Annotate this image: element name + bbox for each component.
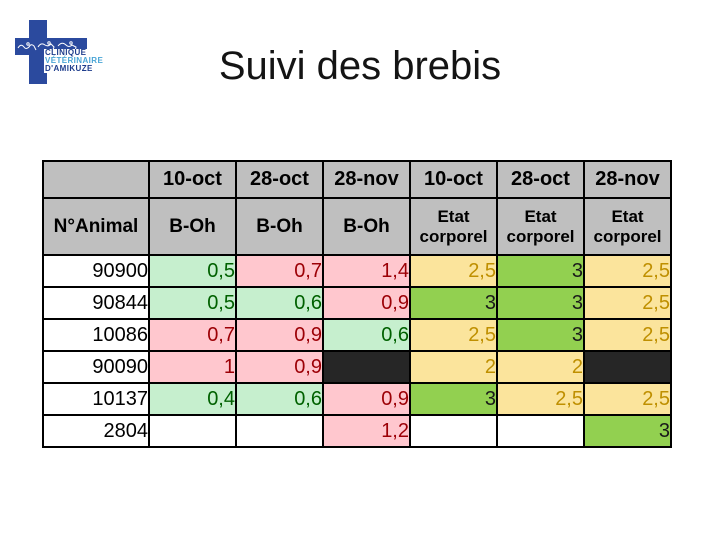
clinic-logo-text: CLINIQUE VÉTÉRINAIRE D'AMIKUZE	[44, 48, 105, 73]
header-blank-cell	[42, 160, 150, 199]
value-cell: 0,6	[235, 286, 324, 320]
table-body: 90900 0,5 0,7 1,4 2,5 3 2,5 90844 0,5 0,6 0,9 3 3 2,5…	[42, 254, 672, 448]
value-cell: 0,6	[322, 318, 411, 352]
value-cell: 2,5	[583, 286, 672, 320]
header-animal-cell: N°Animal	[42, 197, 150, 256]
value-cell: 0,9	[235, 318, 324, 352]
value-cell: 0,6	[235, 382, 324, 416]
value-cell: 2	[496, 350, 585, 384]
value-cell: 3	[496, 318, 585, 352]
value-cell: 2,5	[496, 382, 585, 416]
header-etat-corporel-cell: Etat corporel	[409, 197, 498, 256]
value-cell: 0,9	[322, 286, 411, 320]
value-cell: 2,5	[409, 254, 498, 288]
logo-line-clinique: CLINIQUE	[44, 48, 88, 57]
value-cell: 0,5	[148, 254, 237, 288]
value-cell: 0,7	[148, 318, 237, 352]
value-cell	[148, 414, 237, 448]
page-title: Suivi des brebis	[218, 44, 502, 88]
header-boh-cell: B-Oh	[148, 197, 237, 256]
header-dates-row: 10-oct 28-oct 28-nov 10-oct 28-oct 28-no…	[42, 160, 672, 199]
value-cell	[496, 414, 585, 448]
table-row: 90090 1 0,9 2 2	[42, 350, 672, 384]
header-date-cell: 10-oct	[409, 160, 498, 199]
animal-id-cell: 2804	[42, 414, 150, 448]
value-cell: 0,4	[148, 382, 237, 416]
value-cell	[322, 350, 411, 384]
value-cell: 2,5	[583, 254, 672, 288]
value-cell: 0,9	[235, 350, 324, 384]
header-date-cell: 10-oct	[148, 160, 237, 199]
header-date-cell: 28-oct	[235, 160, 324, 199]
animal-id-cell: 90090	[42, 350, 150, 384]
value-cell: 2	[409, 350, 498, 384]
header-date-cell: 28-oct	[496, 160, 585, 199]
value-cell	[409, 414, 498, 448]
value-cell: 2,5	[409, 318, 498, 352]
animal-id-cell: 90844	[42, 286, 150, 320]
value-cell: 3	[583, 414, 672, 448]
sheep-sketch-icon	[17, 41, 77, 53]
value-cell: 3	[409, 286, 498, 320]
table-row: 10137 0,4 0,6 0,9 3 2,5 2,5	[42, 382, 672, 416]
value-cell: 0,9	[322, 382, 411, 416]
header-measures-row: N°Animal B-Oh B-Oh B-Oh Etat corporel Et…	[42, 197, 672, 256]
table-row: 10086 0,7 0,9 0,6 2,5 3 2,5	[42, 318, 672, 352]
value-cell: 1	[148, 350, 237, 384]
value-cell: 0,7	[235, 254, 324, 288]
animal-id-cell: 10086	[42, 318, 150, 352]
value-cell: 0,5	[148, 286, 237, 320]
table-row: 90900 0,5 0,7 1,4 2,5 3 2,5	[42, 254, 672, 288]
sheep-tracking-table: 10-oct 28-oct 28-nov 10-oct 28-oct 28-no…	[42, 160, 672, 448]
value-cell: 3	[496, 286, 585, 320]
logo-line-amikuze: D'AMIKUZE	[44, 64, 94, 73]
value-cell	[235, 414, 324, 448]
value-cell: 2,5	[583, 382, 672, 416]
animal-id-cell: 90900	[42, 254, 150, 288]
logo-line-veterinaire: VÉTÉRINAIRE	[44, 56, 105, 65]
value-cell: 1,2	[322, 414, 411, 448]
value-cell: 3	[409, 382, 498, 416]
header-boh-cell: B-Oh	[322, 197, 411, 256]
value-cell: 3	[496, 254, 585, 288]
header-etat-corporel-cell: Etat corporel	[496, 197, 585, 256]
animal-id-cell: 10137	[42, 382, 150, 416]
header-date-cell: 28-nov	[583, 160, 672, 199]
clinic-logo: CLINIQUE VÉTÉRINAIRE D'AMIKUZE	[0, 0, 130, 100]
value-cell	[583, 350, 672, 384]
table-row: 2804 1,2 3	[42, 414, 672, 448]
table-row: 90844 0,5 0,6 0,9 3 3 2,5	[42, 286, 672, 320]
value-cell: 1,4	[322, 254, 411, 288]
value-cell: 2,5	[583, 318, 672, 352]
header-etat-corporel-cell: Etat corporel	[583, 197, 672, 256]
header-boh-cell: B-Oh	[235, 197, 324, 256]
header-date-cell: 28-nov	[322, 160, 411, 199]
